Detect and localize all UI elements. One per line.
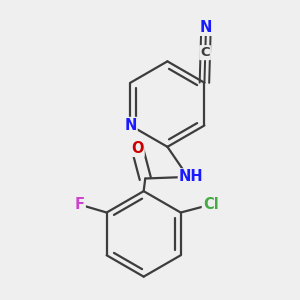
Text: N: N xyxy=(200,20,212,35)
Text: F: F xyxy=(75,197,85,212)
Text: O: O xyxy=(131,141,144,156)
Text: C: C xyxy=(200,46,210,59)
Text: N: N xyxy=(124,118,136,133)
Text: Cl: Cl xyxy=(203,197,219,212)
Text: NH: NH xyxy=(179,169,203,184)
